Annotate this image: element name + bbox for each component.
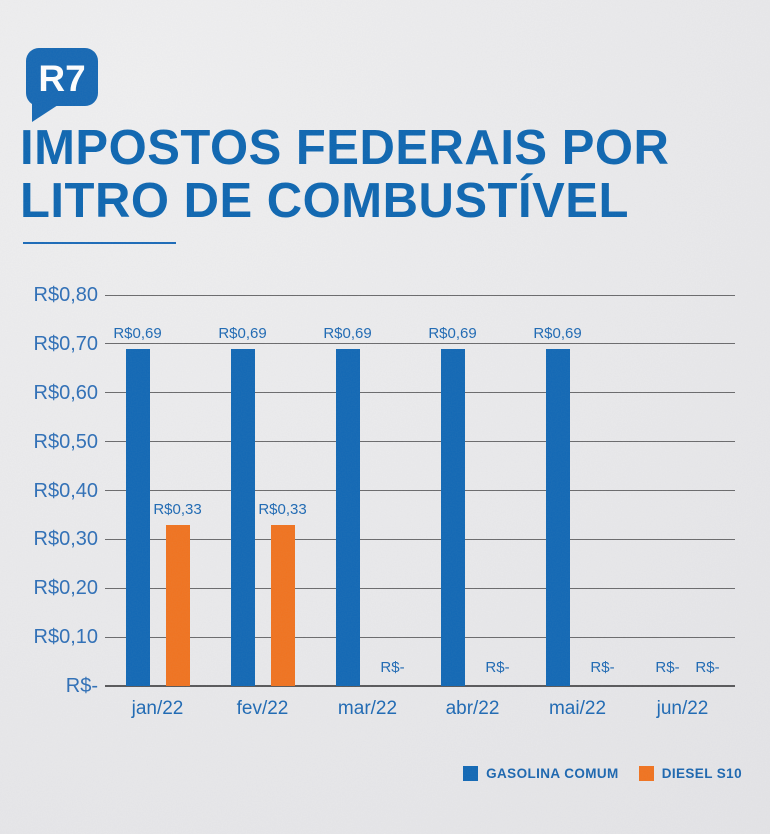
chart-legend: GASOLINA COMUM DIESEL S10 [463, 766, 742, 781]
bar-value-label: R$- [695, 659, 720, 676]
y-axis-label: R$0,20 [33, 577, 99, 600]
y-axis-label: R$0,60 [33, 381, 99, 404]
legend-swatch [638, 766, 654, 781]
bar-gasolina [335, 348, 360, 686]
x-axis-label: jun/22 [656, 698, 709, 719]
y-axis-label: R$0,10 [33, 626, 99, 649]
legend-swatch [463, 766, 479, 781]
x-axis-line [105, 685, 735, 687]
bar-value-label: R$0,33 [153, 500, 202, 518]
y-axis-label: R$0,80 [33, 284, 99, 306]
bar-value-label: R$- [380, 659, 405, 676]
gridline [105, 392, 735, 394]
x-axis-label: fev/22 [236, 698, 289, 719]
legend-label: GASOLINA COMUM [486, 766, 619, 781]
r7-logo: R7 [26, 48, 98, 122]
gridline [105, 636, 735, 638]
bar-value-label: R$- [485, 659, 510, 676]
x-axis-label: mai/22 [548, 698, 607, 719]
bar-diesel [165, 524, 190, 686]
page-title: IMPOSTOS FEDERAIS POR LITRO DE COMBUSTÍV… [20, 122, 750, 228]
x-axis-label: abr/22 [445, 698, 500, 719]
legend-item: GASOLINA COMUM [463, 766, 619, 781]
bar-value-label: R$0,69 [113, 324, 162, 342]
title-underline [23, 242, 176, 244]
gridline [105, 587, 735, 589]
bar-value-label: R$0,69 [218, 324, 267, 342]
bar-value-label: R$0,33 [258, 500, 307, 518]
gridline [105, 343, 735, 345]
y-axis-label: R$0,70 [33, 332, 99, 355]
gridline [105, 538, 735, 540]
page-title-line2: LITRO DE COMBUSTÍVEL [20, 174, 629, 228]
bar-value-label: R$0,69 [428, 324, 477, 342]
y-axis-label: R$0,50 [33, 430, 99, 453]
legend-label: DIESEL S10 [661, 766, 742, 781]
bar-gasolina [545, 348, 570, 686]
r7-logo-text: R7 [38, 58, 85, 99]
y-axis-label: R$0,30 [33, 528, 99, 551]
bar-diesel [270, 524, 295, 686]
legend-item: DIESEL S10 [638, 766, 742, 781]
bar-value-label: R$0,69 [323, 324, 372, 342]
y-axis-label: R$- [65, 675, 98, 697]
bar-value-label: R$0,69 [533, 324, 582, 342]
y-axis-label: R$0,40 [33, 479, 99, 502]
bar-gasolina [440, 348, 465, 686]
x-axis-label: mar/22 [337, 698, 398, 719]
gridline [105, 294, 735, 296]
x-axis-label: jan/22 [131, 698, 184, 719]
gridline [105, 490, 735, 491]
page-title-line1: IMPOSTOS FEDERAIS POR [20, 121, 670, 175]
gridline [105, 441, 735, 443]
